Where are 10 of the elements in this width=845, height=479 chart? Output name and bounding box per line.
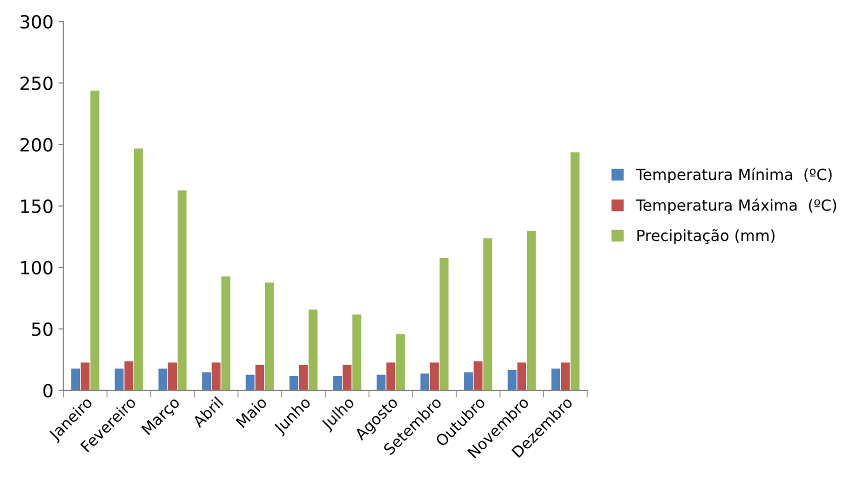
y-tick-label: 50 xyxy=(32,322,52,336)
y-tick-label: 0 xyxy=(43,384,52,398)
legend-label: Precipitação (mm) xyxy=(637,229,775,244)
y-tick-label: 150 xyxy=(21,199,52,214)
legend-label: Temperatura Mínima (ºC) xyxy=(636,168,832,184)
y-tick-label: 100 xyxy=(21,260,52,275)
legend-label: Temperatura Máxima (ºC) xyxy=(636,198,836,214)
y-tick-label: 300 xyxy=(20,15,52,29)
y-tick-label: 250 xyxy=(20,76,52,90)
y-tick-label: 200 xyxy=(20,138,52,152)
